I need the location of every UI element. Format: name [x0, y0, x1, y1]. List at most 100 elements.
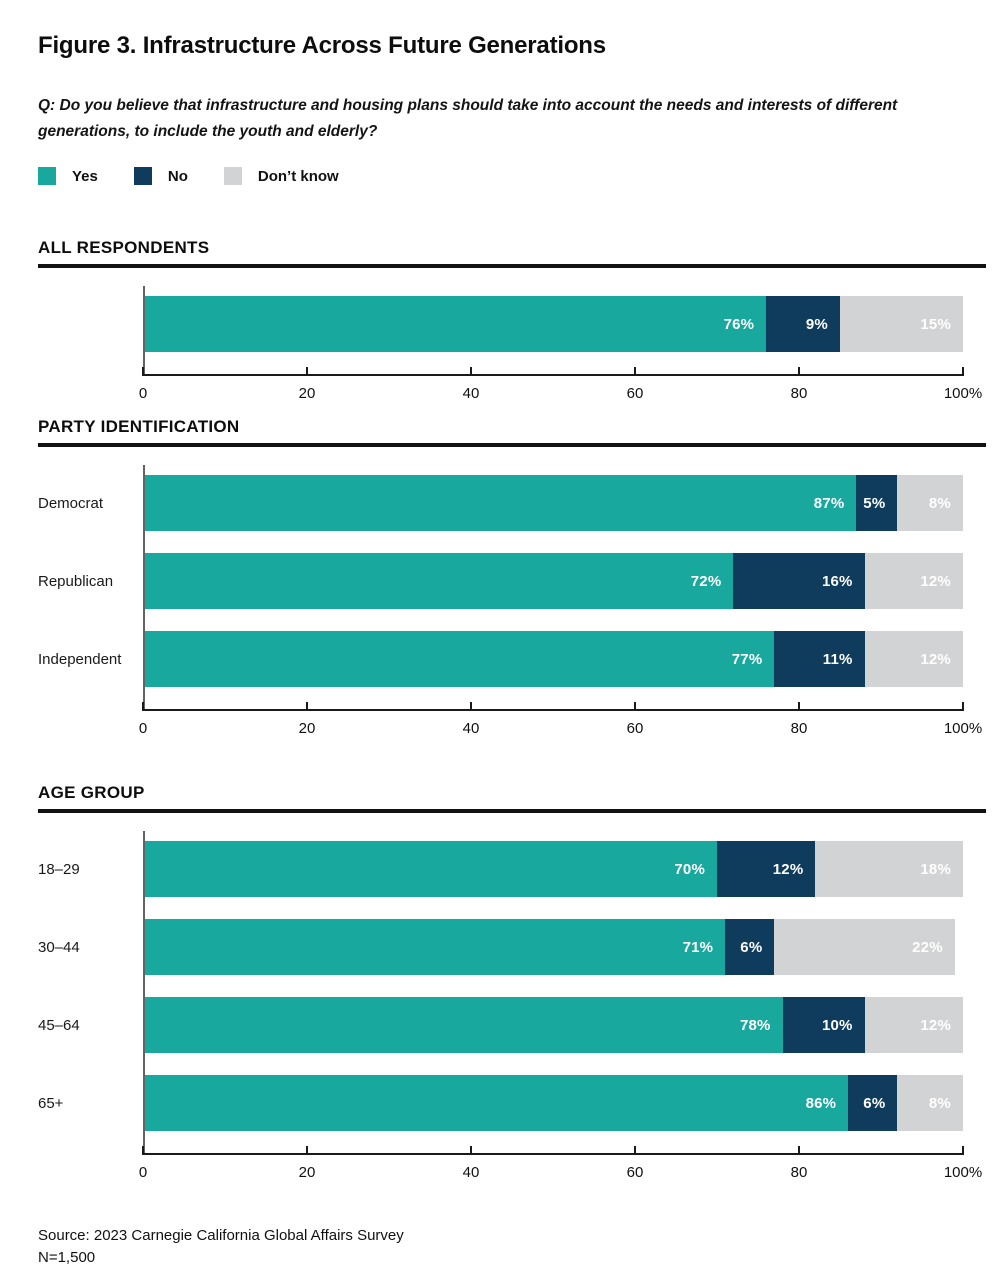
axis-tick-label: 100%: [943, 385, 983, 402]
sample-size: N=1,500: [38, 1249, 96, 1266]
bar-segment-dont_know: 22%: [774, 919, 955, 975]
bar-value-label: 22%: [912, 938, 943, 956]
bar-segment-dont_know: 18%: [815, 841, 963, 897]
bar-segment-dont_know: 12%: [864, 553, 963, 609]
bar-value-label: 15%: [920, 315, 951, 333]
y-axis-line: [143, 831, 145, 1155]
survey-question-line-2: generations, to include the youth and el…: [38, 123, 378, 140]
figure-title: Figure 3. Infrastructure Across Future G…: [38, 32, 606, 59]
axis-tick: [306, 1146, 308, 1155]
bar-value-label: 87%: [813, 494, 845, 512]
axis-tick-label: 0: [138, 720, 148, 737]
bar-row: 30–44 71% 6% 22%: [38, 919, 963, 975]
legend-swatch-dont-know: [223, 167, 242, 185]
bar-value-label: 6%: [863, 1094, 886, 1112]
bar-value-label: 8%: [928, 1094, 951, 1112]
section-title-age-group: AGE GROUP: [38, 783, 986, 813]
bar-value-label: 78%: [739, 1016, 771, 1034]
legend: Yes No Don’t know: [38, 167, 986, 185]
axis-tick-label: 0: [138, 385, 148, 402]
legend-item-no: No: [133, 167, 188, 185]
bar-segment-dont_know: 8%: [897, 475, 963, 531]
bar-value-label: 12%: [920, 572, 951, 590]
axis-tick: [142, 702, 144, 711]
bar-value-label: 77%: [731, 650, 763, 668]
bar-segment-dont_know: 12%: [864, 997, 963, 1053]
legend-swatch-no: [133, 167, 152, 185]
bar-value-label: 12%: [920, 1016, 951, 1034]
bar-segment-dont_know: 12%: [864, 631, 963, 687]
category-label: 30–44: [38, 938, 80, 956]
bar-track: 78% 10% 12%: [143, 997, 963, 1053]
bar-value-label: 12%: [772, 860, 804, 878]
axis-tick-label: 80: [790, 1164, 808, 1181]
axis-tick-label: 60: [626, 720, 644, 737]
bar-chart-age-group: 18–29 70% 12% 18% 30–44 71% 6% 22% 45–64 78% 10% 12…: [38, 813, 982, 1185]
axis-tick: [142, 1146, 144, 1155]
bar-segment-no: 5%: [856, 475, 898, 531]
axis-tick: [470, 702, 472, 711]
bar-segment-no: 6%: [725, 919, 775, 975]
bar-value-label: 8%: [928, 494, 951, 512]
axis-tick: [962, 702, 964, 711]
bar-segment-dont_know: 8%: [897, 1075, 963, 1131]
bar-segment-yes: 76%: [143, 296, 767, 352]
bar-segment-yes: 71%: [143, 919, 726, 975]
bar-segment-yes: 87%: [143, 475, 857, 531]
bar-value-label: 86%: [805, 1094, 837, 1112]
survey-question: Q: Do you believe that infrastructure an…: [38, 93, 986, 145]
category-label: Republican: [38, 572, 114, 590]
bar-track: 77% 11% 12%: [143, 631, 963, 687]
bar-value-label: 70%: [674, 860, 705, 878]
bar-track: 76% 9% 15%: [143, 296, 963, 352]
legend-item-yes: Yes: [38, 167, 98, 185]
bar-track: 70% 12% 18%: [143, 841, 963, 897]
bar-value-label: 6%: [740, 938, 763, 956]
bar-value-label: 5%: [863, 494, 886, 512]
axis-tick: [634, 367, 636, 376]
axis-tick: [470, 367, 472, 376]
x-axis: 0 20 40 60 80 100%: [139, 1146, 982, 1181]
category-label: 18–29: [38, 860, 80, 878]
axis-tick: [962, 1146, 964, 1155]
bar-segment-no: 16%: [733, 553, 865, 609]
bar-track: 86% 6% 8%: [143, 1075, 963, 1131]
section-age-group: AGE GROUP 18–29 70% 12% 18% 30–44 71% 6% 22% 45–…: [38, 783, 986, 1185]
axis-tick-label: 40: [462, 1164, 480, 1181]
figure-page: Figure 3. Infrastructure Across Future G…: [0, 30, 1000, 1269]
bar-segment-no: 10%: [782, 997, 865, 1053]
category-label: Democrat: [38, 494, 104, 512]
section-party-identification: PARTY IDENTIFICATION Democrat 87% 5% 8% Repu…: [38, 417, 986, 741]
axis-tick-label: 0: [138, 1164, 148, 1181]
bar-segment-no: 11%: [774, 631, 865, 687]
source-note: Source: 2023 Carnegie California Global …: [38, 1225, 986, 1269]
bar-row: Independent 77% 11% 12%: [38, 631, 963, 687]
axis-tick-label: 60: [626, 1164, 644, 1181]
axis-tick-label: 20: [298, 720, 316, 737]
bar-segment-yes: 72%: [143, 553, 734, 609]
x-axis: 0 20 40 60 80 100%: [139, 702, 982, 737]
bar-track: 87% 5% 8%: [143, 475, 963, 531]
bar-value-label: 16%: [821, 572, 853, 590]
bar-value-label: 18%: [920, 860, 951, 878]
axis-tick-label: 20: [298, 385, 316, 402]
category-label: Independent: [38, 650, 122, 668]
bar-row: Republican 72% 16% 12%: [38, 553, 963, 609]
axis-tick: [306, 367, 308, 376]
bar-row: Democrat 87% 5% 8%: [38, 475, 963, 531]
legend-item-dont-know: Don’t know: [223, 167, 339, 185]
axis-tick-label: 20: [298, 1164, 316, 1181]
bar-segment-yes: 86%: [143, 1075, 849, 1131]
x-axis: 0 20 40 60 80 100%: [139, 367, 982, 402]
bar-row: 45–64 78% 10% 12%: [38, 997, 963, 1053]
axis-tick: [798, 367, 800, 376]
bar-value-label: 71%: [682, 938, 714, 956]
bar-segment-yes: 70%: [143, 841, 717, 897]
bar-track: 71% 6% 22%: [143, 919, 963, 975]
axis-tick-label: 100%: [943, 720, 983, 737]
axis-tick: [634, 702, 636, 711]
axis-tick-label: 80: [790, 720, 808, 737]
bar-row: 18–29 70% 12% 18%: [38, 841, 963, 897]
section-all-respondents: ALL RESPONDENTS 76% 9% 15% 0 20 40 60 80 100%: [38, 238, 986, 406]
legend-label-yes: Yes: [72, 167, 98, 185]
